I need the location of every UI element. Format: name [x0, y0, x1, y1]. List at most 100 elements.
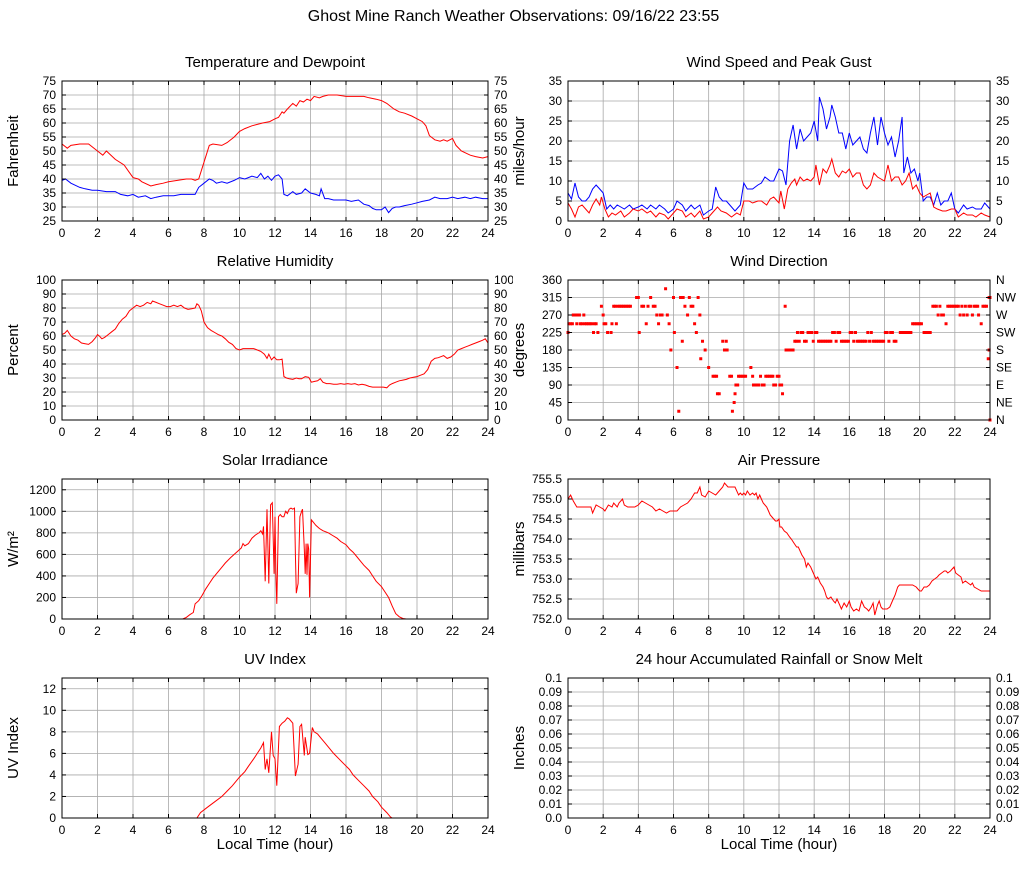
svg-text:22: 22 — [948, 624, 962, 637]
svg-text:10: 10 — [233, 823, 247, 836]
svg-text:0: 0 — [49, 413, 56, 427]
svg-text:60: 60 — [494, 116, 508, 130]
svg-text:10: 10 — [43, 703, 57, 717]
svg-text:16: 16 — [339, 425, 353, 438]
svg-text:70: 70 — [43, 88, 57, 102]
svg-text:2: 2 — [94, 226, 101, 239]
svg-text:16: 16 — [339, 226, 353, 239]
svg-text:50: 50 — [494, 343, 508, 357]
svg-text:14: 14 — [304, 425, 318, 438]
air-pressure-plot: 0 2 4 6 8 10 12 14 16 18 20 22 24752.0752.5753.0753.… — [513, 472, 997, 637]
svg-text:millibars: millibars — [513, 521, 528, 576]
svg-text:30: 30 — [494, 200, 508, 214]
svg-text:0.03: 0.03 — [539, 769, 563, 783]
svg-text:12: 12 — [268, 226, 282, 239]
svg-text:65: 65 — [494, 102, 508, 116]
chart-relative-humidity: Relative Humidity 0 2 4 6 8 10 12 14 16 18 20 22 24 0… — [0, 239, 513, 438]
svg-text:18: 18 — [375, 425, 389, 438]
svg-text:0.05: 0.05 — [996, 741, 1020, 755]
svg-text:70: 70 — [494, 315, 508, 329]
svg-text:10: 10 — [737, 425, 751, 438]
svg-text:10: 10 — [494, 399, 508, 413]
svg-text:0: 0 — [555, 214, 562, 228]
svg-text:753.0: 753.0 — [532, 572, 562, 586]
svg-text:4: 4 — [130, 226, 137, 239]
svg-text:2: 2 — [600, 823, 607, 836]
svg-text:55: 55 — [494, 130, 508, 144]
svg-text:NW: NW — [996, 291, 1017, 305]
svg-text:0.07: 0.07 — [539, 713, 563, 727]
svg-text:20: 20 — [410, 425, 424, 438]
svg-text:SW: SW — [996, 326, 1016, 340]
svg-text:4: 4 — [130, 425, 137, 438]
svg-text:8: 8 — [201, 226, 208, 239]
svg-text:30: 30 — [43, 371, 57, 385]
svg-text:18: 18 — [878, 624, 892, 637]
svg-text:8: 8 — [705, 823, 712, 836]
svg-text:24: 24 — [481, 624, 495, 637]
svg-text:8: 8 — [705, 624, 712, 637]
svg-text:4: 4 — [49, 768, 56, 782]
chart-title-uv-index: UV Index — [244, 651, 306, 668]
svg-text:10: 10 — [233, 425, 247, 438]
svg-text:12: 12 — [43, 682, 57, 696]
svg-text:30: 30 — [494, 371, 508, 385]
svg-text:18: 18 — [375, 624, 389, 637]
svg-text:12: 12 — [268, 425, 282, 438]
chart-title-wind-speed-gust: Wind Speed and Peak Gust — [686, 54, 872, 71]
svg-text:4: 4 — [635, 425, 642, 438]
svg-text:5: 5 — [996, 194, 1003, 208]
svg-text:18: 18 — [878, 425, 892, 438]
svg-text:E: E — [996, 378, 1004, 392]
charts-grid: Temperature and Dewpoint 0 2 4 6 8 10 12 14 16 18… — [0, 30, 1027, 853]
svg-text:24: 24 — [481, 823, 495, 836]
svg-text:24: 24 — [481, 425, 495, 438]
svg-text:0.04: 0.04 — [539, 755, 563, 769]
svg-text:22: 22 — [446, 624, 460, 637]
svg-text:25: 25 — [494, 214, 508, 228]
svg-text:0: 0 — [565, 425, 572, 438]
svg-text:20: 20 — [410, 624, 424, 637]
svg-text:90: 90 — [549, 378, 563, 392]
chart-title-solar-irradiance: Solar Irradiance — [222, 452, 328, 469]
svg-text:20: 20 — [549, 134, 563, 148]
svg-text:25: 25 — [43, 214, 57, 228]
svg-text:0.06: 0.06 — [996, 727, 1020, 741]
svg-text:2: 2 — [49, 789, 56, 803]
svg-text:20: 20 — [410, 823, 424, 836]
chart-rainfall: 24 hour Accumulated Rainfall or Snow Mel… — [513, 637, 1027, 853]
chart-uv-index: UV Index 0 2 4 6 8 10 12 14 16 18 20 22 24 0 2 4 6 8 10 12 U… — [0, 637, 513, 853]
svg-text:Inches: Inches — [513, 726, 528, 770]
svg-text:0.1: 0.1 — [545, 671, 562, 685]
svg-text:12: 12 — [268, 823, 282, 836]
svg-text:180: 180 — [542, 343, 562, 357]
svg-text:N: N — [996, 273, 1005, 287]
svg-text:12: 12 — [772, 624, 786, 637]
svg-text:Fahrenheit: Fahrenheit — [5, 114, 22, 187]
svg-text:40: 40 — [43, 357, 57, 371]
svg-text:16: 16 — [339, 823, 353, 836]
svg-text:12: 12 — [268, 624, 282, 637]
svg-text:270: 270 — [542, 308, 562, 322]
chart-title-temperature-dewpoint: Temperature and Dewpoint — [184, 54, 366, 71]
svg-text:0.09: 0.09 — [996, 685, 1020, 699]
svg-text:6: 6 — [165, 823, 172, 836]
svg-text:16: 16 — [843, 425, 857, 438]
svg-text:8: 8 — [49, 725, 56, 739]
svg-text:0.01: 0.01 — [539, 797, 563, 811]
svg-text:16: 16 — [339, 624, 353, 637]
chart-title-rainfall: 24 hour Accumulated Rainfall or Snow Mel… — [635, 651, 923, 668]
svg-text:12: 12 — [772, 823, 786, 836]
svg-text:24: 24 — [983, 226, 997, 239]
svg-text:0: 0 — [565, 226, 572, 239]
svg-text:14: 14 — [304, 823, 318, 836]
svg-text:0: 0 — [59, 624, 66, 637]
svg-text:8: 8 — [705, 226, 712, 239]
svg-text:4: 4 — [635, 226, 642, 239]
svg-text:0.01: 0.01 — [996, 797, 1020, 811]
x-axis-label-left: Local Time (hour) — [216, 836, 334, 853]
